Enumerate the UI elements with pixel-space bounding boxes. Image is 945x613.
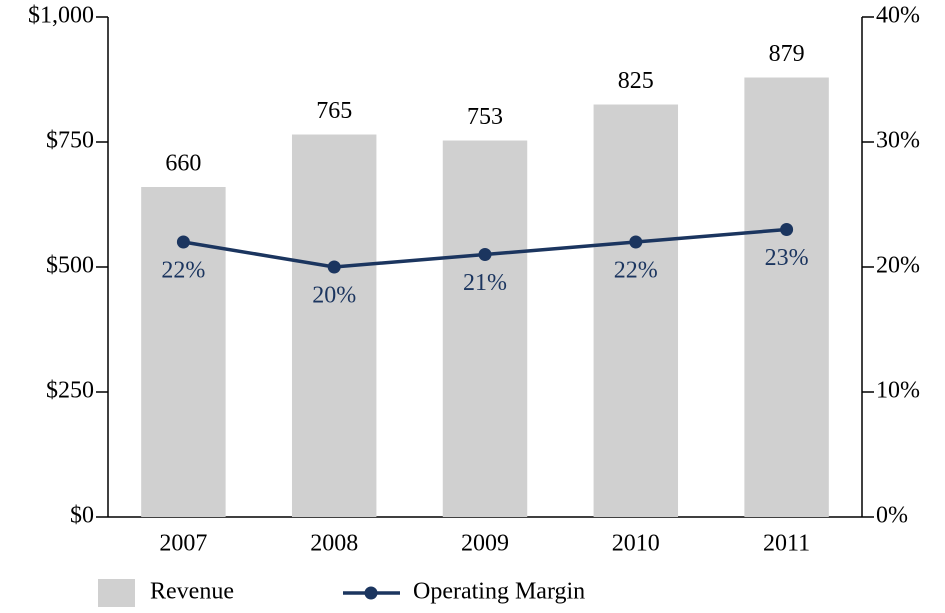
y2-tick-label: 10% bbox=[876, 378, 920, 404]
bar bbox=[442, 140, 528, 517]
line-marker bbox=[176, 235, 190, 249]
line-value-label: 22% bbox=[614, 258, 658, 284]
bar bbox=[291, 134, 377, 517]
legend-label: Revenue bbox=[150, 579, 234, 605]
line-value-label: 20% bbox=[312, 283, 356, 309]
y2-tick-label: 40% bbox=[876, 3, 920, 29]
y2-tick-label: 0% bbox=[876, 503, 908, 529]
line-marker bbox=[478, 248, 492, 261]
x-tick-label: 2009 bbox=[461, 531, 509, 557]
y-tick-label: $750 bbox=[46, 128, 94, 154]
line-marker bbox=[327, 260, 341, 274]
y2-tick-label: 20% bbox=[876, 253, 920, 279]
legend-marker bbox=[364, 586, 378, 600]
line-marker bbox=[629, 235, 643, 249]
x-tick-label: 2011 bbox=[763, 531, 810, 557]
bar bbox=[744, 77, 829, 517]
bar-value-label: 825 bbox=[618, 68, 654, 94]
x-tick-label: 2007 bbox=[159, 531, 207, 557]
y-tick-label: $0 bbox=[70, 503, 94, 529]
legend-swatch bbox=[98, 579, 135, 607]
x-tick-label: 2008 bbox=[310, 531, 358, 557]
bar-value-label: 765 bbox=[316, 98, 352, 124]
bar-value-label: 753 bbox=[467, 104, 503, 130]
bar bbox=[593, 104, 679, 517]
bar-value-label: 660 bbox=[165, 151, 201, 177]
y-tick-label: $250 bbox=[46, 378, 94, 404]
line-value-label: 21% bbox=[463, 270, 507, 296]
y-tick-label: $1,000 bbox=[28, 3, 94, 29]
x-tick-label: 2010 bbox=[612, 531, 660, 557]
line-value-label: 22% bbox=[161, 258, 205, 284]
bar-value-label: 879 bbox=[769, 41, 805, 67]
legend-label: Operating Margin bbox=[413, 579, 585, 605]
line-value-label: 23% bbox=[765, 245, 809, 271]
line-marker bbox=[780, 223, 794, 236]
y-tick-label: $500 bbox=[46, 253, 94, 279]
y2-tick-label: 30% bbox=[876, 128, 920, 154]
